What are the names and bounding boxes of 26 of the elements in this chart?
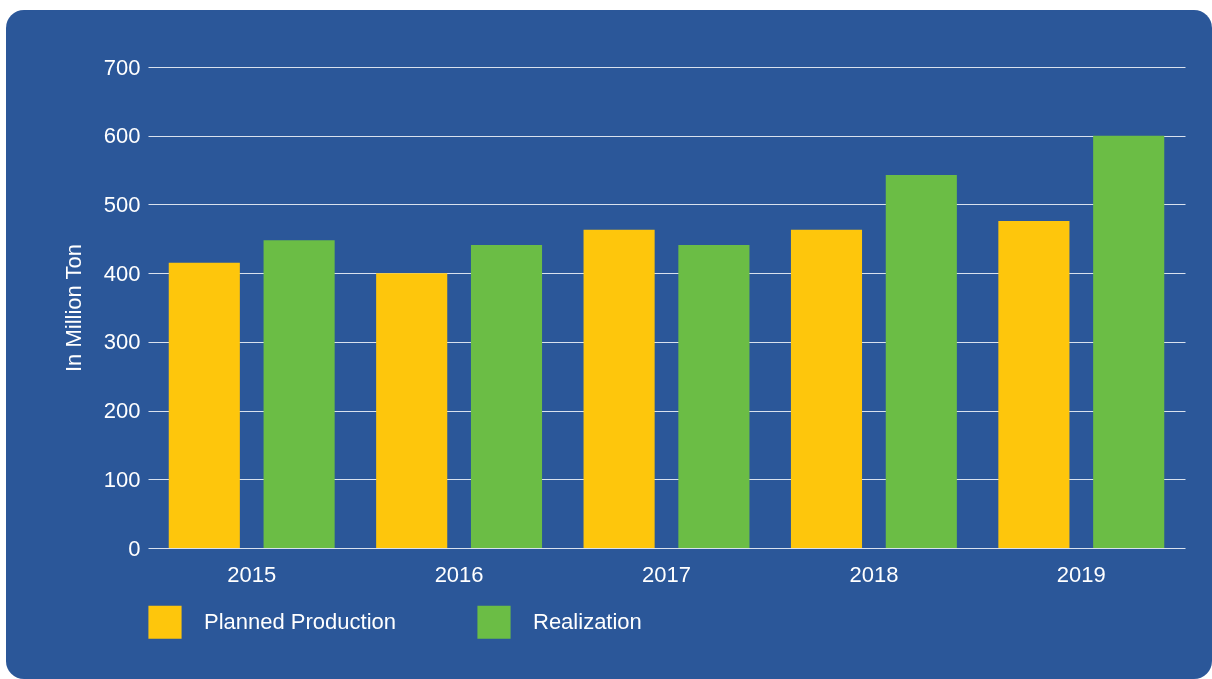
bar	[678, 244, 750, 548]
bar	[998, 220, 1070, 548]
bar	[790, 229, 863, 548]
bar	[1093, 135, 1165, 548]
bar	[470, 244, 543, 548]
y-tick-label: 600	[103, 123, 141, 149]
bar	[376, 273, 448, 548]
y-tick-label: 300	[103, 329, 141, 355]
y-tick-label: 0	[128, 535, 141, 561]
y-tick-label: 700	[103, 54, 141, 80]
y-tick-label: 400	[103, 260, 141, 286]
bar	[263, 240, 335, 548]
y-tick-label: 200	[103, 398, 141, 424]
y-tick-label: 100	[103, 466, 141, 492]
x-tick-label: 2016	[434, 561, 484, 587]
x-tick-label: 2018	[849, 561, 899, 587]
bar	[583, 229, 655, 548]
bar	[885, 174, 957, 548]
y-tick-label: 500	[103, 191, 141, 217]
y-axis-title: In Million Ton	[60, 244, 86, 372]
x-tick-label: 2015	[227, 561, 277, 587]
legend-label: Realization	[533, 609, 642, 635]
legend-label: Planned Production	[204, 609, 397, 635]
x-tick-label: 2017	[642, 561, 691, 587]
x-tick-label: 2019	[1056, 561, 1106, 587]
bar	[168, 262, 240, 548]
